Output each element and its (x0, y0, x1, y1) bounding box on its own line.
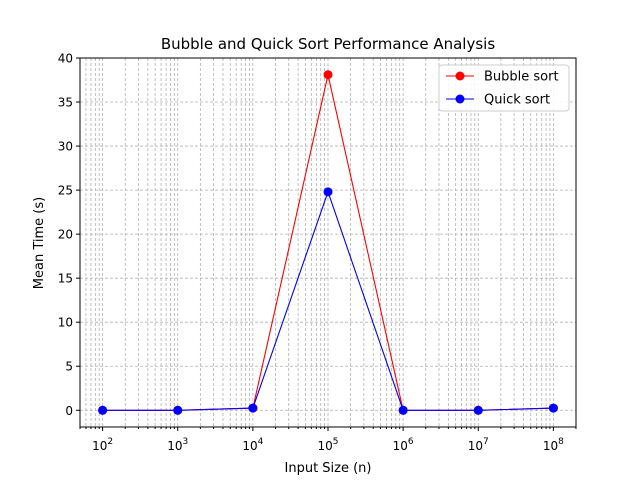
grid (79, 57, 577, 427)
y-axis-label: Mean Time (s) (32, 197, 47, 289)
quick-sort-point (98, 405, 108, 415)
x-tick-label: 103 (167, 437, 188, 453)
y-tick-label: 25 (58, 184, 73, 198)
legend-bubble-sort-marker (455, 71, 465, 81)
y-tick-label: 20 (58, 228, 73, 242)
chart-title: Bubble and Quick Sort Performance Analys… (161, 35, 495, 53)
legend-quick-sort-label: Quick sort (484, 93, 550, 108)
y-tick-label: 0 (65, 404, 73, 418)
legend-quick-sort-marker (455, 94, 465, 104)
x-tick-label: 104 (242, 437, 263, 453)
quick-sort-point (323, 187, 333, 197)
legend: Bubble sort Quick sort (438, 64, 570, 112)
plot-series (98, 70, 558, 415)
axes: 0 5 10 15 20 25 30 35 40 102 103 104 105 106 107 108 (58, 52, 577, 453)
x-tick-label: 105 (317, 437, 338, 453)
x-tick-label: 102 (92, 437, 113, 453)
quick-sort-point (173, 405, 183, 415)
quick-sort-point (473, 405, 483, 415)
y-tick-label: 30 (58, 140, 73, 154)
x-tick-label: 108 (543, 437, 564, 453)
legend-bubble-sort-label: Bubble sort (484, 70, 559, 85)
quick-sort-point (548, 403, 558, 413)
bubble-sort-point (323, 70, 333, 80)
x-tick-label: 106 (393, 437, 414, 453)
x-tick-label: 107 (468, 437, 489, 453)
quick-sort-point (398, 405, 408, 415)
y-tick-label: 15 (58, 272, 73, 286)
y-tick-label: 5 (65, 360, 73, 374)
quick-sort-point (248, 403, 258, 413)
y-tick-label: 40 (58, 52, 73, 66)
x-axis-label: Input Size (n) (285, 461, 372, 476)
y-tick-label: 35 (58, 96, 73, 110)
y-tick-label: 10 (58, 316, 73, 330)
